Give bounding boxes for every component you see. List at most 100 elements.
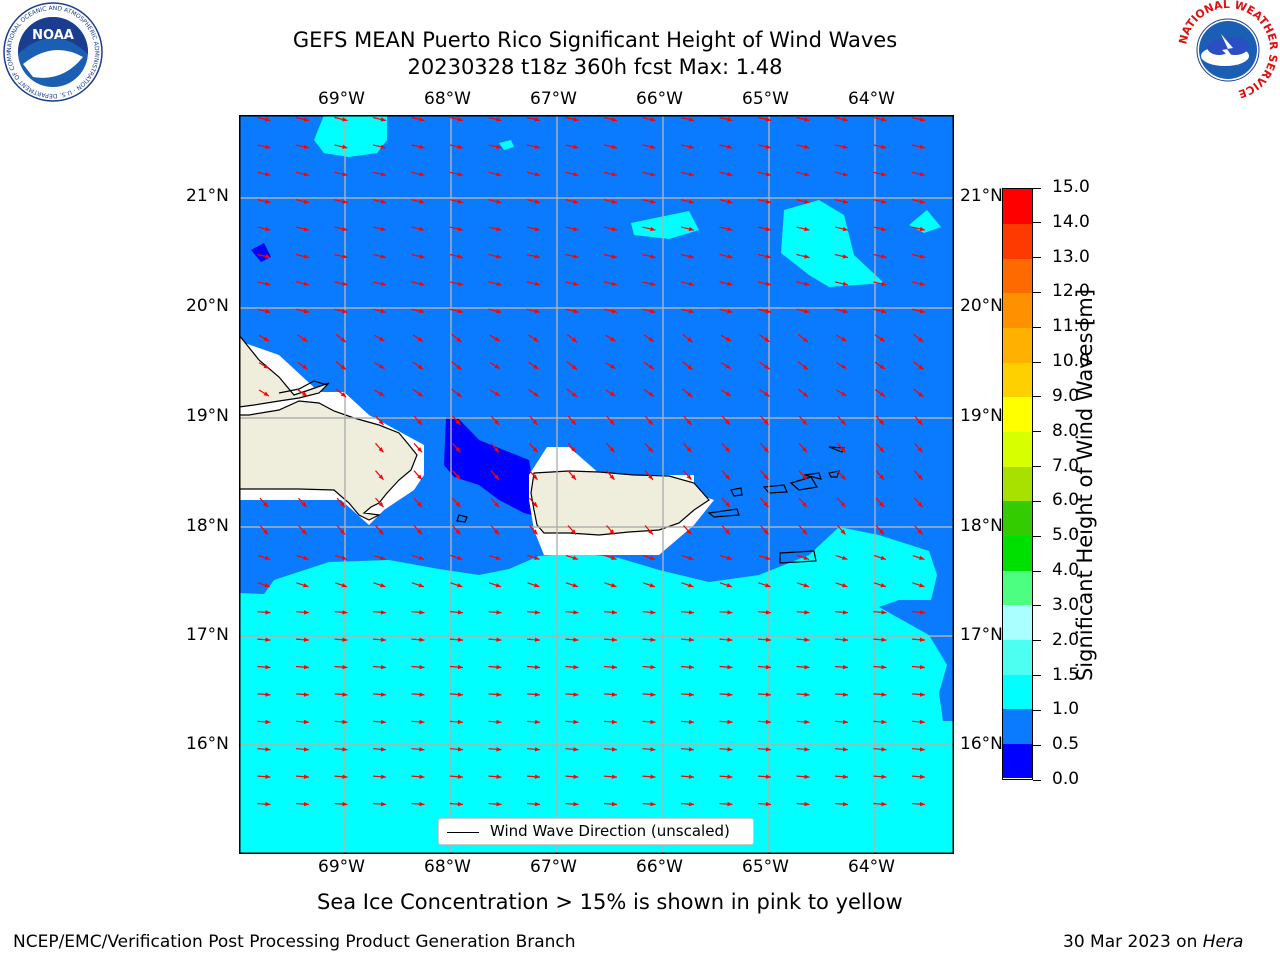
wave-arrow-head [765,254,771,259]
colorbar-tick-mark [1033,326,1041,328]
wave-arrow-head [457,117,463,122]
mona-island [456,514,468,523]
wave-arrow-head [648,474,653,480]
colorbar-tick-mark [1033,396,1041,398]
wave-arrow-head [688,719,694,725]
wave-arrow-head [265,172,271,177]
wave-arrow-head [380,747,386,752]
bottom-lon-tick: 66°W [636,857,683,877]
wave-arrow-head [419,254,425,259]
wave-arrow-head [804,254,810,259]
colorbar-segment [1003,639,1032,675]
noaa-logo-text: NOAA [32,28,74,43]
wave-arrow-head [303,747,309,752]
wave-arrow-head [573,172,579,177]
wave-arrow-head [303,637,309,642]
wave-arrow-head [571,337,577,343]
wind-wave-direction-arrows [257,116,926,807]
colorbar-tick-label: 12.0 [1052,281,1090,302]
wave-arrow-head [457,583,463,588]
wave-arrow-head [457,610,463,615]
wave-arrow-head [842,664,848,670]
tortola-island [803,472,822,480]
wave-arrow-head [919,226,925,232]
wave-arrow-head [494,447,499,453]
colorbar-segment [1003,604,1032,640]
wave-arrow-head [917,529,923,535]
wave-arrow-head [494,336,500,342]
wave-arrow-head [650,610,656,615]
wave-arrow-head [534,747,540,752]
wave-arrow-head [379,364,385,369]
wave-arrow-head [265,801,271,807]
wave-arrow-head [840,529,846,535]
left-lat-tick: 21°N [186,186,229,206]
wave-arrow-head [301,529,307,535]
colorbar-tick-mark [1033,431,1041,433]
wave-arrow-head [611,747,617,752]
wave-arrow-head [378,501,384,508]
wave-arrow-head [303,719,309,725]
noaa-logo: NATIONAL OCEANIC AND ATMOSPHERIC ADMINIS… [3,2,103,102]
colorbar-tick-label: 0.0 [1052,769,1080,789]
wave-arrow-head [765,309,771,314]
wave-arrow-head [686,529,692,535]
wave-arrow-head [573,199,579,204]
wave-arrow-head [342,199,348,204]
wave-arrow-head [919,172,925,177]
top-lon-tick: 64°W [848,89,895,109]
wave-arrow-head [455,501,461,508]
wave-arrow-head [263,364,269,369]
wave-arrow-head [765,747,771,752]
wave-arrow-head [378,529,384,535]
wave-arrow-head [496,610,502,615]
wave-arrow-head [725,501,730,508]
wave-arrow-head [881,637,887,642]
wave-arrow-head [688,610,694,615]
wave-arrow-head [650,309,656,314]
wave-arrow-head [919,664,925,670]
wave-arrow-head [880,555,886,560]
wave-arrow-head [879,447,884,453]
wave-arrow-head [727,664,733,670]
wave-arrow-head [649,555,655,560]
wave-arrow-head [573,254,579,259]
wave-arrow-head [804,747,810,752]
footer-machine: Hera [1202,932,1244,952]
wave-arrow-head [340,364,346,370]
wave-arrow-head [727,172,733,177]
wave-arrow-head [765,555,771,560]
colorbar-tick-label: 9.0 [1052,385,1080,406]
wave-arrow-head [265,254,271,259]
wave-arrow-head [764,337,770,342]
wave-arrow-head [419,309,425,314]
chart-subtitle: 20230328 t18z 360h fcst Max: 1.48 [407,55,783,79]
footer-branch: NCEP/EMC/Verification Post Processing Pr… [13,932,576,952]
wave-arrow-head [881,144,887,149]
colorbar-segment [1003,674,1032,710]
wave-arrow-head [650,226,656,232]
wave-arrow-head [842,583,848,588]
wave-arrow-head [303,309,309,314]
wave-arrow-head [534,199,540,204]
vieques-island [707,508,740,518]
wave-arrow-head [456,364,462,370]
wave-arrow-head [457,801,463,807]
wave-arrow-head [765,583,771,588]
wave-arrow-head [302,391,308,397]
wave-arrow-head [340,337,346,343]
wave-arrow-head [765,144,771,149]
wave-arrow-head [265,747,271,752]
wave-arrow-head [841,364,847,369]
hispaniola-north-land [239,334,330,408]
wave-arrow-head [765,610,771,615]
wave-arrow-head [611,172,617,177]
bottom-lon-tick: 67°W [530,857,577,877]
wave-arrow-head [840,447,846,453]
wave-arrow-head [534,801,540,807]
cyan-patch [909,210,941,233]
wave-arrow-head [342,281,348,286]
wave-arrow-head [727,692,733,697]
wave-arrow-head [725,336,731,342]
wave-arrow-head [842,199,848,204]
